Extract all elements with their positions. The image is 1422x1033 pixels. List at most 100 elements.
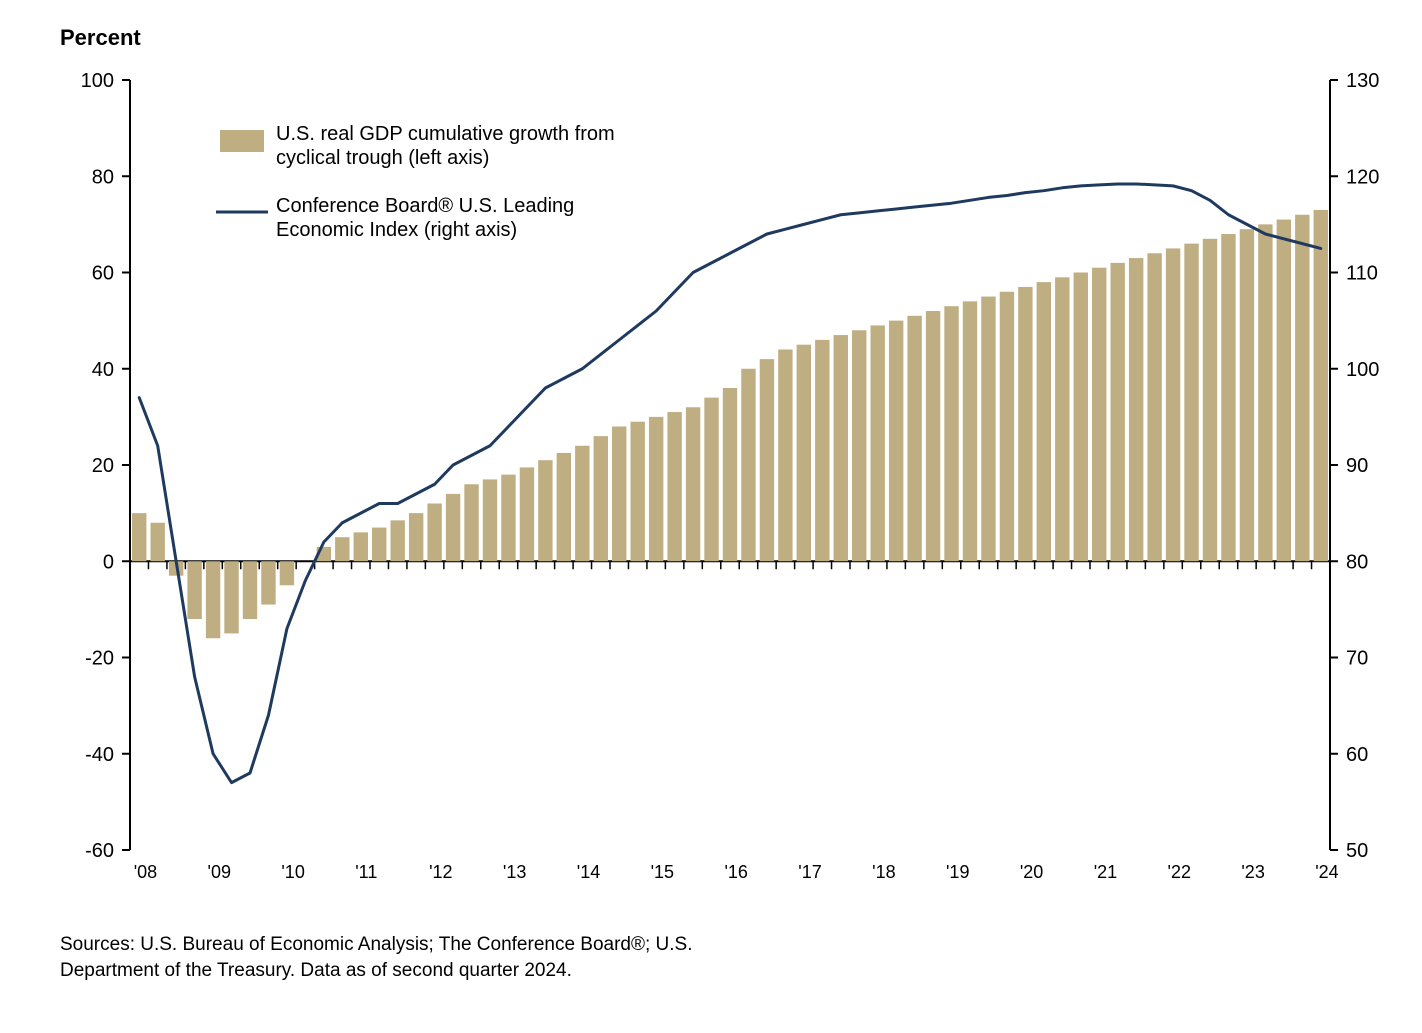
x-tick-label: '15 bbox=[651, 862, 674, 882]
bar bbox=[686, 407, 700, 561]
y-tick-label-left: 60 bbox=[92, 263, 114, 285]
y-tick-label-right: 120 bbox=[1346, 166, 1379, 188]
bar bbox=[1000, 292, 1014, 562]
y-tick-label-right: 110 bbox=[1346, 263, 1378, 285]
bar bbox=[280, 561, 294, 585]
bar bbox=[797, 345, 811, 562]
bar bbox=[538, 460, 552, 561]
bar bbox=[261, 561, 275, 604]
y-tick-label-left: 80 bbox=[92, 166, 114, 188]
source-text: Sources: U.S. Bureau of Economic Analysi… bbox=[60, 934, 693, 955]
bar bbox=[1203, 239, 1217, 561]
y-tick-label-right: 100 bbox=[1346, 359, 1379, 381]
bar bbox=[760, 359, 774, 561]
bar bbox=[354, 532, 368, 561]
bar bbox=[723, 388, 737, 561]
source-text: Department of the Treasury. Data as of s… bbox=[60, 960, 572, 981]
x-tick-label: '09 bbox=[208, 862, 231, 882]
y-tick-label-right: 60 bbox=[1346, 744, 1368, 766]
bar bbox=[1147, 253, 1161, 561]
bar bbox=[649, 417, 663, 561]
bar bbox=[1055, 277, 1069, 561]
legend-label: cyclical trough (left axis) bbox=[276, 147, 489, 169]
bar bbox=[1166, 248, 1180, 561]
legend-label: U.S. real GDP cumulative growth from bbox=[276, 123, 615, 145]
bar bbox=[778, 350, 792, 562]
x-tick-label: '13 bbox=[503, 862, 526, 882]
y-axis-title: Percent bbox=[60, 25, 141, 50]
bar bbox=[907, 316, 921, 561]
y-tick-label-left: 100 bbox=[81, 70, 114, 92]
bar bbox=[667, 412, 681, 561]
bar bbox=[409, 513, 423, 561]
y-tick-label-left: -20 bbox=[85, 648, 114, 670]
bar bbox=[150, 523, 164, 562]
y-tick-label-left: 20 bbox=[92, 455, 114, 477]
x-tick-label: '17 bbox=[798, 862, 821, 882]
x-tick-label: '18 bbox=[872, 862, 895, 882]
x-tick-label: '12 bbox=[429, 862, 452, 882]
bar bbox=[889, 321, 903, 562]
x-tick-label: '21 bbox=[1094, 862, 1117, 882]
y-tick-label-left: 0 bbox=[103, 551, 114, 573]
x-tick-label: '19 bbox=[946, 862, 969, 882]
bar bbox=[741, 369, 755, 562]
bar bbox=[390, 520, 404, 561]
bar bbox=[187, 561, 201, 619]
y-tick-label-left: -40 bbox=[85, 744, 114, 766]
y-tick-label-right: 90 bbox=[1346, 455, 1368, 477]
bar bbox=[501, 475, 515, 562]
legend-label: Economic Index (right axis) bbox=[276, 219, 517, 241]
y-tick-label-right: 70 bbox=[1346, 648, 1368, 670]
bar bbox=[243, 561, 257, 619]
bar bbox=[1258, 224, 1272, 561]
bar bbox=[630, 422, 644, 562]
y-tick-label-right: 50 bbox=[1346, 840, 1368, 862]
bar bbox=[1074, 273, 1088, 562]
bar bbox=[594, 436, 608, 561]
bar bbox=[981, 297, 995, 562]
bar bbox=[1184, 244, 1198, 562]
x-tick-label: '10 bbox=[281, 862, 304, 882]
bar bbox=[926, 311, 940, 561]
bar bbox=[1129, 258, 1143, 561]
y-tick-label-left: 40 bbox=[92, 359, 114, 381]
bar bbox=[944, 306, 958, 561]
bar bbox=[446, 494, 460, 561]
bar bbox=[1037, 282, 1051, 561]
bar bbox=[1240, 229, 1254, 561]
bar bbox=[870, 325, 884, 561]
x-tick-label: '08 bbox=[134, 862, 157, 882]
bar bbox=[206, 561, 220, 638]
bar bbox=[963, 301, 977, 561]
bar bbox=[520, 467, 534, 561]
chart-container: Percent -60 -40 -20 0 20 40 60 80 100 50 60 70 80 90 10… bbox=[0, 0, 1422, 1033]
combo-chart: Percent -60 -40 -20 0 20 40 60 80 100 50 60 70 80 90 10… bbox=[0, 0, 1422, 1033]
y-tick-label-right: 130 bbox=[1346, 70, 1379, 92]
bar bbox=[224, 561, 238, 633]
bar bbox=[852, 330, 866, 561]
y-tick-label-left: -60 bbox=[85, 840, 114, 862]
bar bbox=[1277, 220, 1291, 562]
legend-swatch-bar bbox=[220, 130, 264, 152]
x-tick-label: '22 bbox=[1168, 862, 1191, 882]
y-tick-label-right: 80 bbox=[1346, 551, 1368, 573]
bar bbox=[815, 340, 829, 561]
bar bbox=[1295, 215, 1309, 562]
x-tick-label: '24 bbox=[1315, 862, 1338, 882]
bar bbox=[335, 537, 349, 561]
bar bbox=[372, 528, 386, 562]
bar bbox=[612, 427, 626, 562]
legend-label: Conference Board® U.S. Leading bbox=[276, 195, 574, 217]
bar bbox=[1221, 234, 1235, 561]
bar bbox=[1110, 263, 1124, 561]
bar bbox=[1314, 210, 1328, 561]
bar bbox=[704, 398, 718, 562]
bar bbox=[464, 484, 478, 561]
bar bbox=[132, 513, 146, 561]
bar bbox=[557, 453, 571, 561]
bar bbox=[575, 446, 589, 562]
bar bbox=[834, 335, 848, 561]
bar bbox=[1018, 287, 1032, 561]
bar bbox=[1092, 268, 1106, 562]
